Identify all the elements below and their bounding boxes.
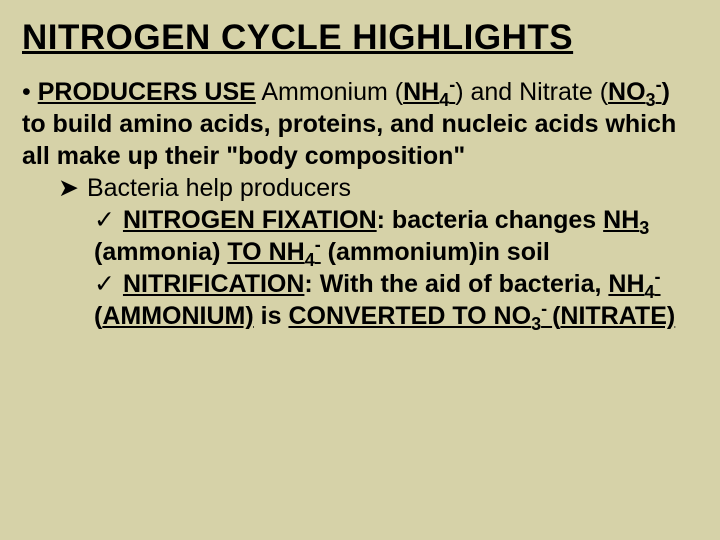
- txt: (ammonium)in soil: [321, 238, 550, 266]
- sub-bullet-bacteria: ➤ Bacteria help producers: [22, 172, 698, 204]
- slide-title: NITROGEN CYCLE HIGHLIGHTS: [22, 18, 698, 58]
- nh4-label: NH4-: [403, 78, 455, 106]
- ammonium: AMMONIUM): [102, 302, 253, 330]
- nh3-label: NH3: [603, 206, 649, 234]
- txt: Ammonium (: [256, 78, 403, 106]
- bullet-1: • PRODUCERS USE Ammonium (NH4-) and Nitr…: [22, 76, 698, 172]
- txt: Bacteria help producers: [80, 174, 351, 202]
- bullet-dot: •: [22, 78, 31, 106]
- txt: : bacteria changes: [377, 206, 603, 234]
- check-icon: ✓: [94, 268, 116, 300]
- converted-to-no3: CONVERTED TO NO3-: [288, 302, 552, 330]
- to-nh4: TO NH4-: [227, 238, 320, 266]
- nitrification: NITRIFICATION: [123, 270, 304, 298]
- no3-label: NO3-: [608, 78, 662, 106]
- txt: is: [254, 302, 289, 330]
- sub-bullet-nitrification: ✓ NITRIFICATION: With the aid of bacteri…: [22, 268, 698, 332]
- nh4-2: NH4-: [608, 270, 660, 298]
- txt: ) and Nitrate (: [455, 78, 608, 106]
- nitrate: NITRATE): [560, 302, 675, 330]
- nitrogen-fixation: NITROGEN FIXATION: [123, 206, 377, 234]
- slide-body: • PRODUCERS USE Ammonium (NH4-) and Nitr…: [22, 76, 698, 332]
- txt: (ammonia): [94, 238, 227, 266]
- arrow-icon: ➤: [58, 172, 80, 204]
- txt: : With the aid of bacteria,: [304, 270, 608, 298]
- check-icon: ✓: [94, 204, 116, 236]
- sub-bullet-fixation: ✓ NITROGEN FIXATION: bacteria changes NH…: [22, 204, 698, 268]
- producers-use: PRODUCERS USE: [38, 78, 256, 106]
